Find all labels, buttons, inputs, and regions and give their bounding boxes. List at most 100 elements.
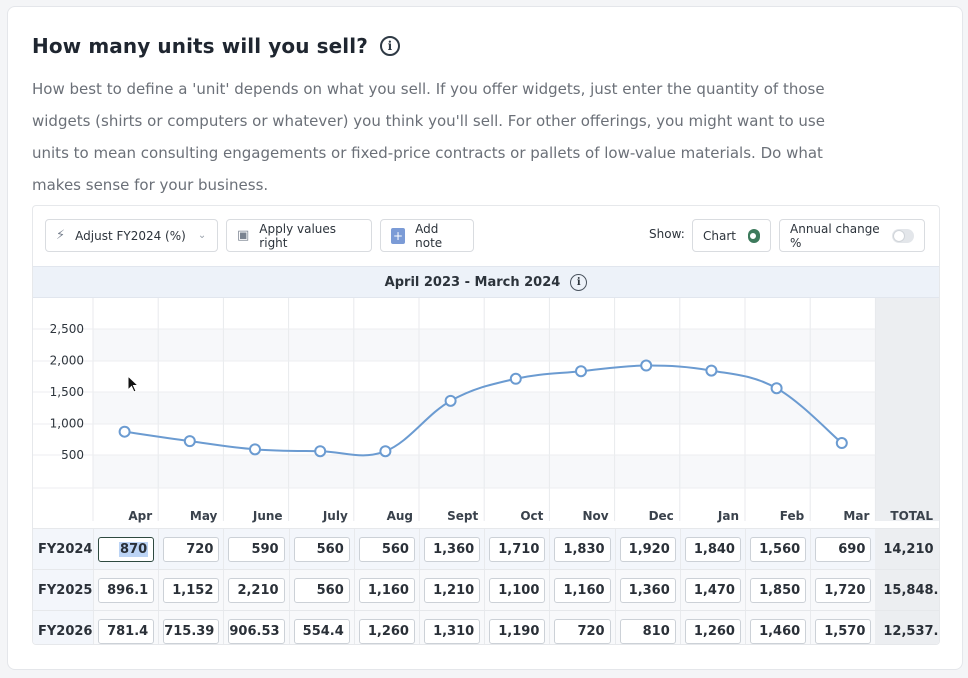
value-input[interactable]: 1,830	[554, 537, 611, 562]
data-point[interactable]	[379, 445, 392, 458]
row-label: FY2024	[33, 529, 93, 569]
value-input[interactable]: 1,160	[358, 578, 415, 603]
table-cell: 715.39	[158, 611, 223, 644]
y-tick-label: 2,500	[50, 322, 84, 336]
data-point[interactable]	[249, 443, 261, 456]
value-input[interactable]: 1,470	[684, 578, 741, 603]
value-input[interactable]: 781.4	[98, 619, 155, 644]
value-input[interactable]: 720	[163, 537, 220, 562]
data-point[interactable]	[705, 364, 718, 377]
data-point[interactable]	[835, 437, 848, 450]
chart-toggle[interactable]	[747, 228, 760, 243]
value-input[interactable]: 1,850	[750, 578, 807, 603]
data-point[interactable]	[314, 445, 327, 458]
value-input[interactable]: 715.39	[163, 619, 220, 644]
title-row: How many units will you sell? i	[32, 34, 400, 58]
add-note-icon: +	[391, 227, 406, 244]
value-input[interactable]: 1,100	[489, 578, 546, 603]
period-label: April 2023 - March 2024	[384, 274, 561, 290]
value-input[interactable]: 870	[98, 537, 155, 562]
value-input[interactable]: 554.4	[293, 619, 350, 644]
annual-change-toggle-button[interactable]: Annual change %	[779, 219, 925, 252]
table-cell: 554.4	[288, 611, 354, 644]
page-title: How many units will you sell?	[32, 34, 368, 58]
value-input[interactable]: 906.53	[228, 619, 285, 644]
add-note-button[interactable]: + Add note	[380, 219, 474, 252]
data-point[interactable]	[183, 435, 196, 448]
table-row: FY2025 896.1 1,152 2,210 560 1,160 1,210 1,100 1…	[33, 569, 939, 610]
apply-values-right-button[interactable]: ▣ Apply values right	[226, 219, 372, 252]
data-point[interactable]	[444, 394, 457, 407]
mouse-cursor-icon	[127, 375, 140, 393]
table-cell: 1,210	[419, 570, 484, 610]
month-header: June	[252, 509, 283, 523]
forecast-panel: ⚡ Adjust FY2024 (%) ⌄ ▣ Apply values rig…	[32, 205, 940, 645]
table-row: FY2026 781.4 715.39 906.53 554.4 1,260 1,310 1,…	[33, 610, 939, 644]
value-input[interactable]: 2,210	[228, 578, 285, 603]
data-point[interactable]	[640, 359, 653, 372]
row-total: 14,210	[875, 529, 939, 569]
value-input[interactable]: 810	[619, 619, 676, 644]
table-cell: 1,160	[353, 570, 419, 610]
table-cell: 1,100	[484, 570, 549, 610]
value-input[interactable]: 1,710	[489, 537, 546, 562]
table-cell: 1,160	[549, 570, 614, 610]
value-input[interactable]: 590	[228, 537, 285, 562]
value-input[interactable]: 1,920	[619, 537, 676, 562]
value-input[interactable]: 720	[554, 619, 611, 644]
value-input[interactable]: 1,160	[554, 578, 611, 603]
data-point[interactable]	[118, 425, 131, 438]
table-cell: 1,360	[614, 570, 680, 610]
value-input[interactable]: 1,360	[424, 537, 481, 562]
value-input[interactable]: 1,720	[815, 578, 872, 603]
value-input[interactable]: 1,460	[750, 619, 807, 644]
adjust-dropdown[interactable]: ⚡ Adjust FY2024 (%) ⌄	[45, 219, 218, 252]
value-input[interactable]: 560	[358, 537, 415, 562]
table-cell: 1,710	[484, 529, 549, 569]
month-header: Feb	[779, 509, 805, 523]
table-cell: 590	[223, 529, 288, 569]
annual-label: Annual change %	[790, 221, 880, 250]
month-header: Dec	[648, 509, 674, 523]
value-input[interactable]: 1,310	[424, 619, 481, 644]
period-info-icon[interactable]: i	[570, 273, 588, 291]
table-cell: 1,152	[158, 570, 223, 610]
value-input[interactable]: 896.1	[98, 578, 155, 603]
value-input[interactable]: 1,260	[358, 619, 415, 644]
chart-toggle-button[interactable]: Chart	[692, 219, 771, 252]
annual-change-toggle[interactable]	[891, 228, 914, 243]
table-cell: 906.53	[223, 611, 288, 644]
table-cell: 896.1	[93, 570, 158, 610]
value-input[interactable]: 1,570	[815, 619, 872, 644]
table-cell: 1,260	[353, 611, 419, 644]
value-input[interactable]: 1,360	[619, 578, 676, 603]
value-input[interactable]: 1,210	[424, 578, 481, 603]
value-input[interactable]: 560	[293, 578, 350, 603]
value-input[interactable]: 1,840	[684, 537, 741, 562]
month-header: May	[189, 509, 218, 523]
value-input[interactable]: 1,190	[489, 619, 546, 644]
table-cell: 1,460	[745, 611, 810, 644]
chevron-down-icon: ⌄	[197, 230, 207, 241]
y-tick-label: 500	[61, 448, 84, 462]
info-icon[interactable]: i	[379, 36, 400, 56]
row-total: 12,537.	[875, 611, 939, 644]
table-cell: 560	[288, 570, 354, 610]
month-header-row: Apr May June July Aug Sept Oct Nov Dec Jan Feb Mar T…	[33, 504, 939, 528]
table-cell: 1,190	[484, 611, 549, 644]
month-header: July	[322, 509, 348, 523]
y-tick-label: 1,500	[50, 385, 84, 399]
row-total: 15,848.	[875, 570, 939, 610]
value-input[interactable]: 1,260	[684, 619, 741, 644]
value-input[interactable]: 690	[815, 537, 872, 562]
value-input[interactable]: 560	[293, 537, 350, 562]
value-input[interactable]: 1,560	[750, 537, 807, 562]
table-cell: 560	[353, 529, 419, 569]
description: How best to define a 'unit' depends on w…	[32, 80, 825, 194]
data-point[interactable]	[770, 382, 783, 395]
table-cell: 1,840	[679, 529, 745, 569]
value-input[interactable]: 1,152	[163, 578, 220, 603]
units-card: How many units will you sell? i How best…	[7, 6, 963, 670]
data-point[interactable]	[509, 372, 522, 385]
data-point[interactable]	[575, 365, 587, 378]
